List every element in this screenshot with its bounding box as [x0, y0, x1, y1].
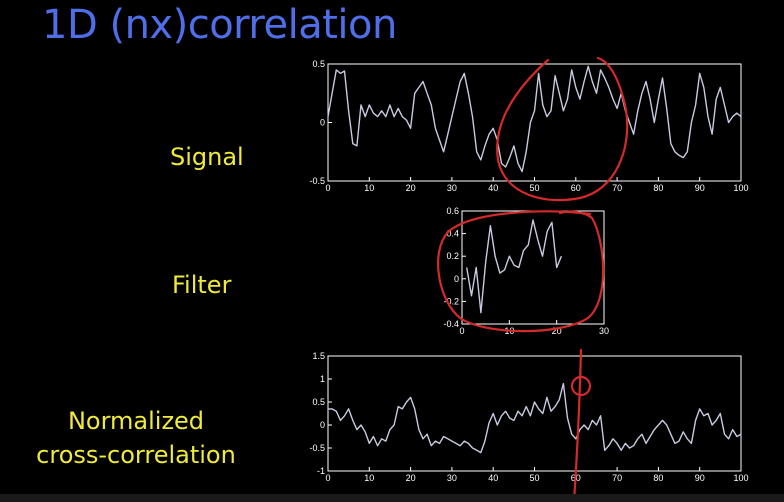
ncc-ytick-label: 0.5 [312, 397, 325, 407]
ncc-series-line [328, 382, 742, 454]
filter-xtick-label: 30 [599, 326, 609, 336]
ncc-ytick-label: -0.5 [309, 443, 325, 453]
signal-series-line [327, 65, 742, 173]
filter-ytick-label: 0.4 [446, 229, 459, 239]
signal-xtick-label: 100 [733, 183, 748, 193]
ncc-xtick-label: 70 [612, 473, 622, 483]
filter-xtick-label: 20 [552, 326, 562, 336]
ncc-peak-circle-annotation [570, 375, 592, 397]
signal-ytick-label: 0.5 [312, 59, 325, 69]
bottom-bar [0, 494, 784, 502]
filter-plot: 0 10 20 30-0.4-0.200.20.40.6 [443, 206, 609, 336]
ncc-xtick-label: 100 [733, 473, 748, 483]
signal-xtick-label: 50 [529, 183, 539, 193]
filter-circle-annotation [437, 210, 605, 333]
signal-xtick-label: 60 [571, 183, 581, 193]
ncc-ytick-label: -1 [317, 466, 325, 476]
signal-plot: 0 10 20 30 40 50 60 70 80 90 100-0.500.5 [309, 59, 748, 193]
ncc-xtick-label: 30 [447, 473, 457, 483]
filter-ytick-label: -0.2 [443, 296, 459, 306]
filter-ytick-label: 0.6 [446, 206, 459, 216]
ncc-xtick-label: 50 [529, 473, 539, 483]
signal-xtick-label: 20 [406, 183, 416, 193]
ncc-label-line1: Normalized [67, 407, 205, 435]
filter-frame [461, 210, 605, 325]
signal-ytick-label: -0.5 [309, 176, 325, 186]
signal-xtick-label: 40 [488, 183, 498, 193]
ncc-frame [327, 355, 742, 472]
ncc-xtick-label: 90 [695, 473, 705, 483]
ncc-peak-line-annotation [572, 348, 583, 502]
signal-xtick-label: 70 [612, 183, 622, 193]
signal-circle-annotation [496, 56, 629, 202]
filter-ytick-label: -0.4 [443, 319, 459, 329]
ncc-xtick-label: 10 [364, 473, 374, 483]
ncc-xtick-label: 20 [406, 473, 416, 483]
signal-label: Signal [170, 143, 244, 171]
signal-frame [327, 63, 742, 182]
ncc-ytick-label: 1 [320, 374, 325, 384]
red-annotations [437, 56, 629, 502]
ncc-xtick-label: 80 [653, 473, 663, 483]
signal-xtick-label: 10 [364, 183, 374, 193]
filter-label: Filter [172, 271, 232, 299]
ncc-ytick-label: 1.5 [312, 351, 325, 361]
ncc-ytick-label: 0 [320, 420, 325, 430]
slide-title: 1D (nx)correlation [42, 2, 397, 48]
filter-ytick-label: 0 [454, 274, 459, 284]
ncc-label: Normalized cross-correlation [18, 404, 254, 472]
signal-ytick-label: 0 [320, 118, 325, 128]
signal-xtick-label: 90 [695, 183, 705, 193]
signal-xtick-label: 80 [653, 183, 663, 193]
ncc-xtick-label: 40 [488, 473, 498, 483]
signal-xtick-label: 0 [325, 183, 330, 193]
filter-xtick-label: 0 [459, 326, 464, 336]
plots-group: 0 10 20 30 40 50 60 70 80 90 100-0.500.50 10 20 30-0.… [309, 59, 748, 483]
ncc-label-line2: cross-correlation [36, 441, 236, 469]
ncc-xtick-label: 0 [325, 473, 330, 483]
signal-xtick-label: 30 [447, 183, 457, 193]
filter-series-line [466, 219, 563, 314]
ncc-plot: 0 10 20 30 40 50 60 70 80 90 100-1-0.500.511.5 [309, 351, 748, 483]
filter-ytick-label: 0.2 [446, 251, 459, 261]
